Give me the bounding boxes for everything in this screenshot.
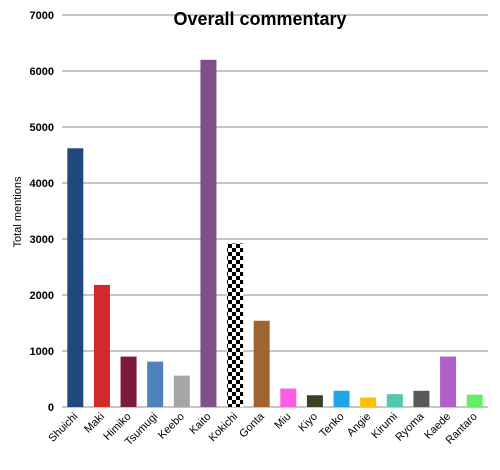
bar-kokichi: [227, 243, 244, 407]
bar-miu: [280, 388, 297, 407]
bar-tenko: [333, 390, 350, 407]
y-axis-label: Total mentions: [12, 176, 24, 247]
y-tick-label: 2000: [30, 290, 54, 302]
bar-kaede: [440, 356, 457, 407]
chart-title: Overall commentary: [173, 9, 346, 29]
bar-gonta: [253, 320, 270, 407]
bar-ryoma: [413, 390, 430, 407]
bar-himiko: [120, 356, 137, 407]
x-tick-label: Gonta: [237, 410, 267, 440]
x-tick-label: Angie: [345, 411, 373, 439]
bar-angie: [360, 397, 377, 407]
y-tick-label: 5000: [30, 122, 54, 134]
bar-tsumugi: [147, 361, 164, 407]
bar-rantaro: [466, 394, 483, 407]
x-tick-label: Kokichi: [207, 411, 241, 445]
y-tick-labels: 0 1000 2000 3000 4000 5000 6000 7000: [30, 10, 54, 414]
y-tick-label: 3000: [30, 234, 54, 246]
y-tick-label: 7000: [30, 10, 54, 22]
x-tick-label: Ryoma: [393, 410, 427, 444]
bar-kaito: [200, 59, 217, 408]
x-tick-label: Shuichi: [46, 411, 80, 445]
x-tick-label: Kiyo: [296, 411, 320, 435]
bars: [67, 59, 483, 408]
x-tick-label: Keebo: [156, 411, 187, 442]
bar-keebo: [173, 375, 190, 407]
x-tick-label: Miu: [272, 411, 293, 432]
y-tick-label: 1000: [30, 346, 54, 358]
bar-kiyo: [306, 395, 323, 407]
bar-maki: [93, 284, 110, 407]
y-tick-label: 6000: [30, 66, 54, 78]
bar-shuichi: [67, 148, 84, 407]
y-tick-label: 0: [48, 402, 54, 414]
x-tick-label: Tenko: [317, 411, 346, 440]
gridlines: [62, 14, 488, 408]
y-tick-label: 4000: [30, 178, 54, 190]
bar-kirumi: [386, 394, 403, 407]
